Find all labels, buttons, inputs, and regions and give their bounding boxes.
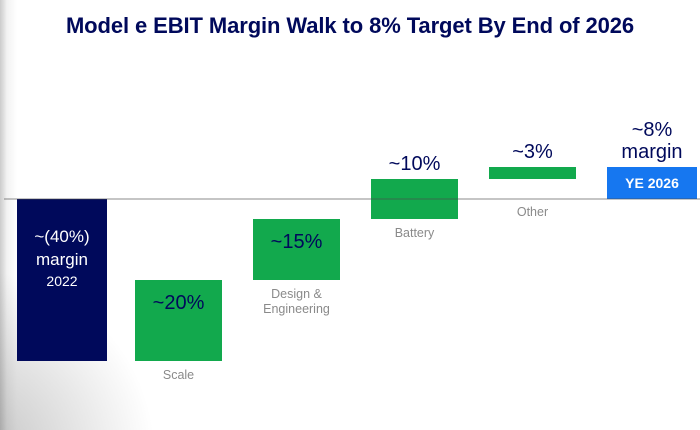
zero-axis-line: [4, 198, 700, 200]
bar-ye-2026: YE 2026: [607, 166, 697, 199]
bar-scale: ~20%: [135, 280, 222, 361]
bar-design-engineering-inside-label: ~15%: [270, 231, 323, 254]
bar-start-2022: ~(40%) margin 2022: [17, 199, 107, 361]
bar-other: [489, 166, 576, 179]
bar-start-2022-inside-label: ~(40%) margin 2022: [34, 227, 90, 289]
bar-battery: [371, 178, 458, 220]
category-label-scale: Scale: [162, 368, 195, 382]
bar-scale-inside-label: ~20%: [152, 292, 205, 314]
value-label-ye-2026: ~8% margin: [621, 118, 683, 163]
value-label-other: ~3%: [512, 140, 553, 163]
bar-ye-2026-inside-label: YE 2026: [625, 174, 679, 191]
slide-title: Model e EBIT Margin Walk to 8% Target By…: [65, 13, 635, 38]
category-label-design-engineering: Design & Engineering: [263, 287, 330, 316]
bar-design-engineering: ~15%: [253, 219, 340, 280]
category-label-battery: Battery: [394, 226, 435, 241]
value-label-battery: ~10%: [388, 152, 441, 175]
category-label-other: Other: [516, 205, 549, 219]
